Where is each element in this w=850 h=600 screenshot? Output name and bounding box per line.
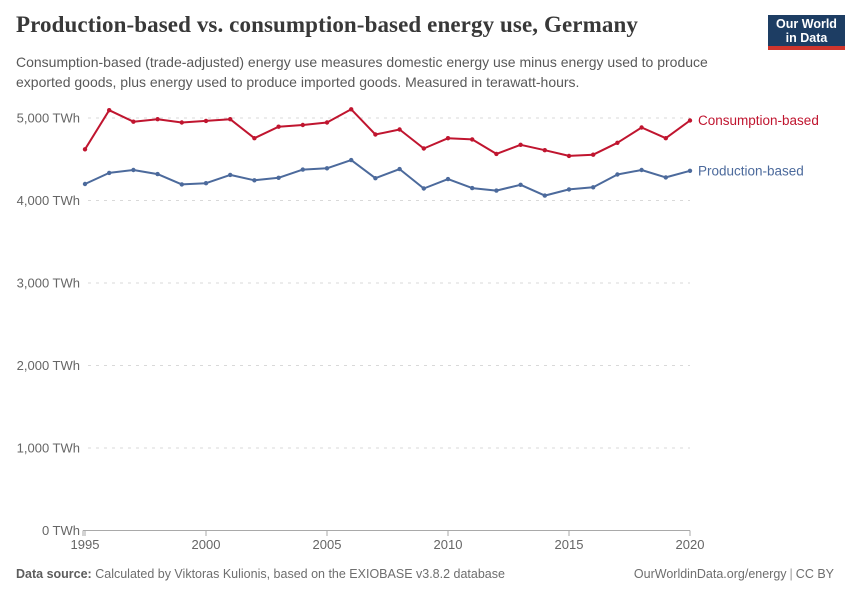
owid-logo-line2: in Data	[785, 30, 828, 45]
y-tick-label: 0 TWh	[42, 523, 80, 538]
x-tick-label: 2015	[555, 537, 584, 552]
data-point	[470, 185, 475, 191]
owid-logo: Our World in Data	[768, 15, 845, 50]
data-point	[203, 181, 209, 186]
data-point	[155, 117, 160, 122]
y-gridlines: 0 TWh 1,000 TWh 2,000 TWh 3,000 TWh 4,000 TW…	[17, 111, 690, 538]
data-point	[542, 148, 547, 153]
data-point	[397, 127, 402, 132]
series-end-label-production-based: Production-based	[698, 163, 804, 178]
x-tick-label: 2005	[313, 537, 342, 552]
chart-subtitle: Consumption-based (trade-adjusted) energ…	[16, 54, 708, 90]
data-point	[373, 176, 378, 181]
data-point	[663, 175, 668, 180]
data-point	[179, 120, 184, 125]
data-point	[687, 118, 693, 123]
data-point	[639, 167, 644, 173]
data-point	[324, 166, 330, 171]
attribution: OurWorldinData.org/energy | CC BY	[634, 567, 834, 581]
data-point	[324, 120, 330, 125]
data-point	[131, 119, 136, 124]
data-point	[518, 142, 523, 147]
data-point	[445, 176, 451, 182]
data-point	[203, 118, 209, 124]
license-link[interactable]: CC BY	[795, 567, 834, 581]
attribution-separator: |	[789, 567, 793, 581]
y-tick-label: 5,000 TWh	[17, 111, 80, 126]
data-point	[566, 187, 572, 192]
data-point	[494, 151, 499, 157]
x-tick-label: 1995	[71, 537, 100, 552]
page-title: Production-based vs. consumption-based e…	[16, 12, 638, 37]
data-source-text: Calculated by Viktoras Kulionis, based o…	[95, 567, 505, 581]
data-point	[252, 178, 257, 183]
data-point	[252, 136, 257, 141]
data-point	[591, 152, 596, 157]
data-point	[349, 107, 354, 112]
data-point	[615, 172, 620, 177]
data-point	[82, 181, 88, 187]
data-point	[228, 172, 233, 178]
data-point	[615, 140, 620, 145]
owid-url-link[interactable]: OurWorldinData.org/energy	[633, 567, 787, 581]
data-point	[373, 132, 378, 137]
data-point	[639, 125, 644, 130]
data-point	[445, 136, 451, 141]
data-point	[421, 186, 426, 191]
data-point	[421, 146, 426, 151]
data-point	[349, 157, 354, 163]
y-tick-label: 2,000 TWh	[17, 358, 80, 373]
data-point	[300, 122, 305, 128]
x-tick-label: 2020	[676, 537, 705, 552]
data-point	[276, 124, 281, 129]
data-point	[228, 117, 233, 122]
data-point	[687, 168, 693, 173]
data-source-label: Data source:	[16, 567, 92, 581]
data-point	[518, 182, 523, 187]
data-point	[494, 188, 499, 193]
data-point	[131, 167, 136, 173]
data-point	[276, 175, 281, 180]
series-production-based: Production-based	[82, 157, 804, 198]
data-point	[397, 166, 402, 172]
x-axis: 1995 2000 2005 2010 2015 2020	[71, 530, 705, 552]
owid-logo-line1: Our World	[776, 16, 837, 31]
y-tick-label: 1,000 TWh	[17, 441, 80, 456]
y-tick-label: 3,000 TWh	[17, 276, 80, 291]
series-consumption-based: Consumption-based	[82, 107, 819, 159]
data-point	[470, 137, 475, 142]
data-point	[591, 185, 596, 190]
data-point	[300, 167, 305, 172]
data-point	[566, 153, 572, 159]
data-point	[107, 108, 112, 113]
series-end-label-consumption-based: Consumption-based	[698, 113, 819, 128]
data-point	[107, 170, 112, 176]
y-tick-label: 4,000 TWh	[17, 193, 80, 208]
x-tick-label: 2010	[434, 537, 463, 552]
data-point	[82, 147, 88, 152]
x-tick-label: 2000	[192, 537, 221, 552]
data-source: Data source: Calculated by Viktoras Kuli…	[16, 567, 505, 581]
data-point	[542, 193, 547, 198]
data-point	[663, 136, 668, 141]
data-point	[155, 171, 160, 177]
data-point	[179, 182, 184, 187]
